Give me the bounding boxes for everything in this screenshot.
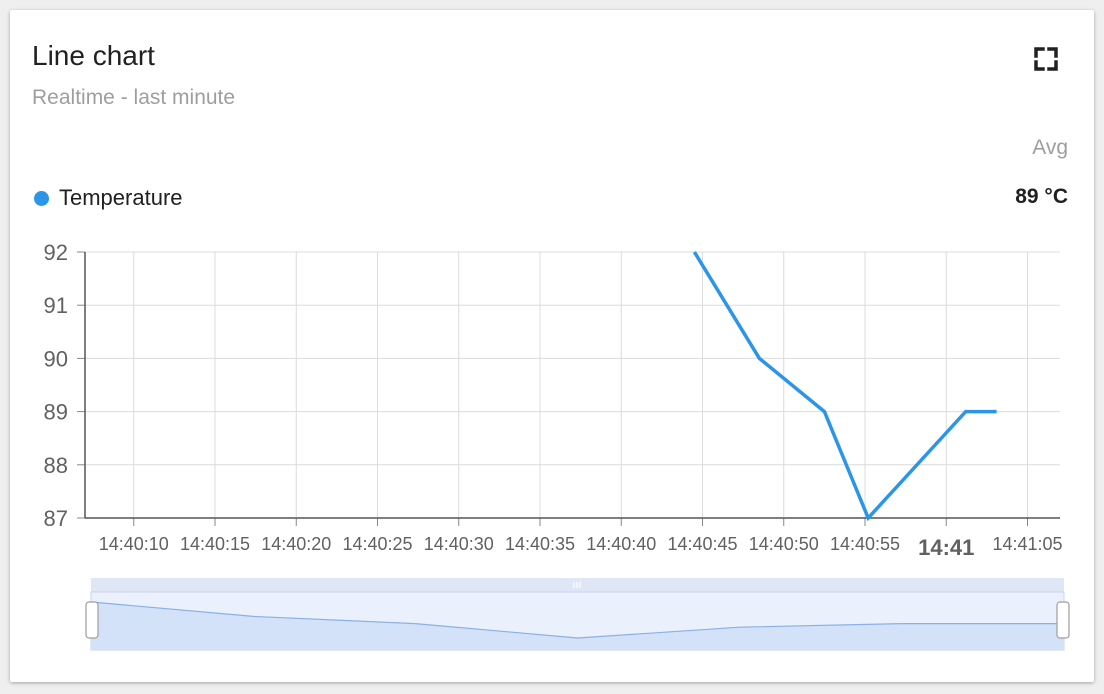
- fullscreen-icon[interactable]: [1032, 45, 1060, 73]
- widget-title: Line chart: [32, 40, 155, 71]
- y-tick-label: 88: [44, 453, 68, 478]
- y-tick-label: 90: [44, 346, 68, 371]
- x-tick-label: 14:41: [918, 535, 974, 560]
- legend-stat-header: Avg: [1032, 136, 1068, 159]
- x-tick-label: 14:40:55: [830, 534, 900, 554]
- legend-color-dot: [34, 191, 49, 206]
- x-tick-label: 14:40:50: [749, 534, 819, 554]
- x-tick-label: 14:40:15: [180, 534, 250, 554]
- x-tick-label: 14:40:30: [424, 534, 494, 554]
- navigator-right-handle[interactable]: [1056, 601, 1070, 639]
- y-tick-label: 91: [44, 293, 68, 318]
- navigator-series-line: [90, 601, 1064, 639]
- legend-item-temperature[interactable]: Temperature 89 °C: [34, 184, 1068, 212]
- x-tick-label: 14:40:45: [667, 534, 737, 554]
- x-tick-label: 14:40:20: [261, 534, 331, 554]
- navigator-area: [91, 602, 1064, 650]
- series-line-temperature[interactable]: [692, 251, 997, 522]
- legend-avg-value: 89 °C: [1015, 185, 1068, 208]
- x-tick-label: 14:40:35: [505, 534, 575, 554]
- y-tick-label: 89: [44, 400, 68, 425]
- legend-label: Temperature: [59, 185, 183, 210]
- x-tick-label: 14:40:10: [99, 534, 169, 554]
- navigator-left-handle[interactable]: [85, 601, 99, 639]
- x-tick-label: 14:40:40: [586, 534, 656, 554]
- y-tick-label: 92: [44, 240, 68, 265]
- x-tick-label: 14:40:25: [342, 534, 412, 554]
- widget-subtitle: Realtime - last minute: [32, 86, 236, 109]
- chart-widget-card: Line chart Realtime - last minute Avg Te…: [10, 10, 1094, 682]
- x-tick-label: 14:41:05: [992, 534, 1062, 554]
- y-tick-label: 87: [44, 506, 68, 531]
